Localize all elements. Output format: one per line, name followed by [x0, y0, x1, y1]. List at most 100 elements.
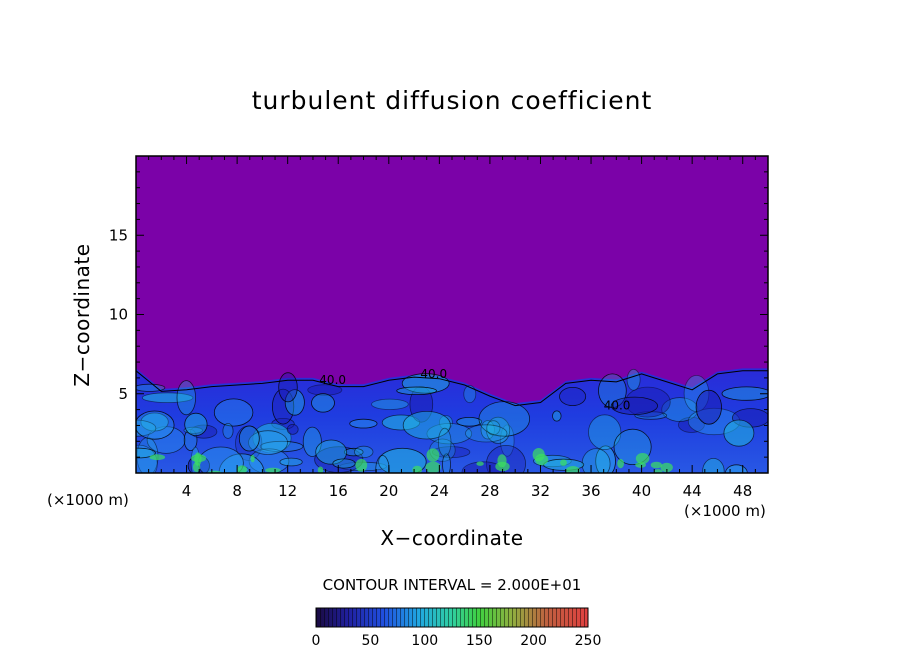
heatmap-field: 40.0 40.0 40.0	[136, 156, 768, 473]
high-value-patch	[495, 461, 510, 472]
eddy	[595, 445, 616, 473]
eddy	[702, 458, 725, 473]
eddy	[463, 385, 477, 404]
high-value-patch	[425, 461, 441, 473]
high-value-patch	[560, 459, 567, 466]
high-value-patch	[635, 453, 650, 464]
eddy	[581, 448, 611, 473]
high-value-patch	[565, 466, 580, 473]
high-value-patch	[355, 458, 368, 472]
y-axis-label: Z−coordinate	[70, 243, 94, 387]
high-value-patch	[660, 462, 673, 473]
high-value-patch	[250, 454, 255, 463]
high-value-patch	[617, 458, 624, 469]
x-tick-label: 32	[531, 482, 550, 500]
high-value-patch	[650, 461, 663, 469]
high-value-patch	[236, 465, 248, 473]
chart-title: turbulent diffusion coefficient	[251, 86, 653, 115]
x-tick-label: 4	[182, 482, 192, 500]
eddy	[271, 388, 295, 425]
colorbar-frame	[315, 607, 589, 628]
eddy	[183, 428, 198, 451]
y-tick-label: 5	[118, 385, 128, 403]
colorbar-stripes	[316, 608, 588, 627]
contour-interval-label: CONTOUR INTERVAL = 2.000E+01	[322, 576, 582, 594]
high-value-patch	[265, 467, 281, 473]
eddy	[248, 430, 288, 455]
eddy	[402, 411, 451, 440]
x-tick-label: 20	[379, 482, 398, 500]
turbulence-eddies	[136, 368, 768, 473]
eddy	[315, 439, 348, 465]
eddy	[183, 426, 203, 434]
eddy	[197, 446, 244, 473]
eddy	[721, 386, 768, 401]
eddy	[190, 424, 218, 439]
eddy	[371, 398, 409, 410]
eddy	[302, 426, 322, 457]
x-tick-label: 28	[480, 482, 499, 500]
x-unit-label-left: (×1000 m)	[47, 491, 129, 509]
contour-line	[136, 370, 768, 407]
contour-label: 40.0	[319, 373, 346, 387]
x-tick-label: 40	[632, 482, 651, 500]
x-unit-label-right: (×1000 m)	[684, 502, 766, 520]
x-tick-label: 24	[430, 482, 449, 500]
eddy	[625, 386, 671, 418]
x-tick-label: 12	[278, 482, 297, 500]
eddy	[222, 422, 234, 439]
colorbar-tick-label: 150	[466, 633, 493, 649]
eddy	[278, 372, 298, 403]
eddy	[442, 453, 451, 473]
eddy	[213, 398, 254, 427]
high-value-patch	[412, 465, 423, 473]
colorbar-tick-label: 200	[520, 633, 547, 649]
eddy	[695, 389, 722, 425]
high-value-patch	[635, 462, 646, 468]
eddy	[396, 386, 437, 395]
eddy	[184, 412, 208, 436]
contour-label: 40.0	[420, 367, 447, 381]
eddy	[136, 444, 158, 473]
eddy	[588, 414, 622, 451]
eddy	[311, 393, 335, 413]
eddy	[500, 424, 515, 457]
high-value-patch	[653, 469, 663, 473]
eddy	[349, 418, 378, 429]
eddy	[238, 425, 260, 452]
colorbar-tick-label: 0	[312, 633, 321, 649]
eddy	[461, 461, 505, 473]
high-value-patch	[535, 453, 549, 466]
eddy	[626, 368, 641, 391]
high-value-patch	[476, 461, 484, 466]
x-tick-label: 44	[683, 482, 702, 500]
eddy	[486, 416, 511, 444]
x-tick-label: 16	[329, 482, 348, 500]
eddy	[136, 447, 156, 459]
eddy	[723, 419, 755, 447]
high-value-patch	[149, 454, 166, 461]
colorbar-tick-label: 100	[411, 633, 438, 649]
eddy	[354, 445, 374, 458]
boundary-layer-region	[136, 368, 768, 473]
eddy	[279, 457, 303, 467]
y-tick-label: 15	[109, 226, 128, 244]
eddy	[286, 423, 299, 435]
eddy	[610, 396, 659, 415]
high-value-patch	[191, 454, 207, 463]
eddy	[465, 424, 508, 443]
eddy	[375, 455, 390, 473]
x-tick-label: 36	[581, 482, 600, 500]
eddy	[438, 427, 452, 457]
colorbar-tick-label: 250	[575, 633, 602, 649]
eddy	[284, 389, 305, 416]
contour-label: 40.0	[604, 399, 631, 413]
eddy	[552, 410, 562, 422]
eddy	[136, 419, 157, 437]
eddy	[307, 384, 343, 396]
y-tick-label: 10	[109, 306, 128, 324]
x-tick-label: 8	[232, 482, 242, 500]
eddy	[176, 380, 197, 416]
high-value-patch	[317, 466, 324, 473]
